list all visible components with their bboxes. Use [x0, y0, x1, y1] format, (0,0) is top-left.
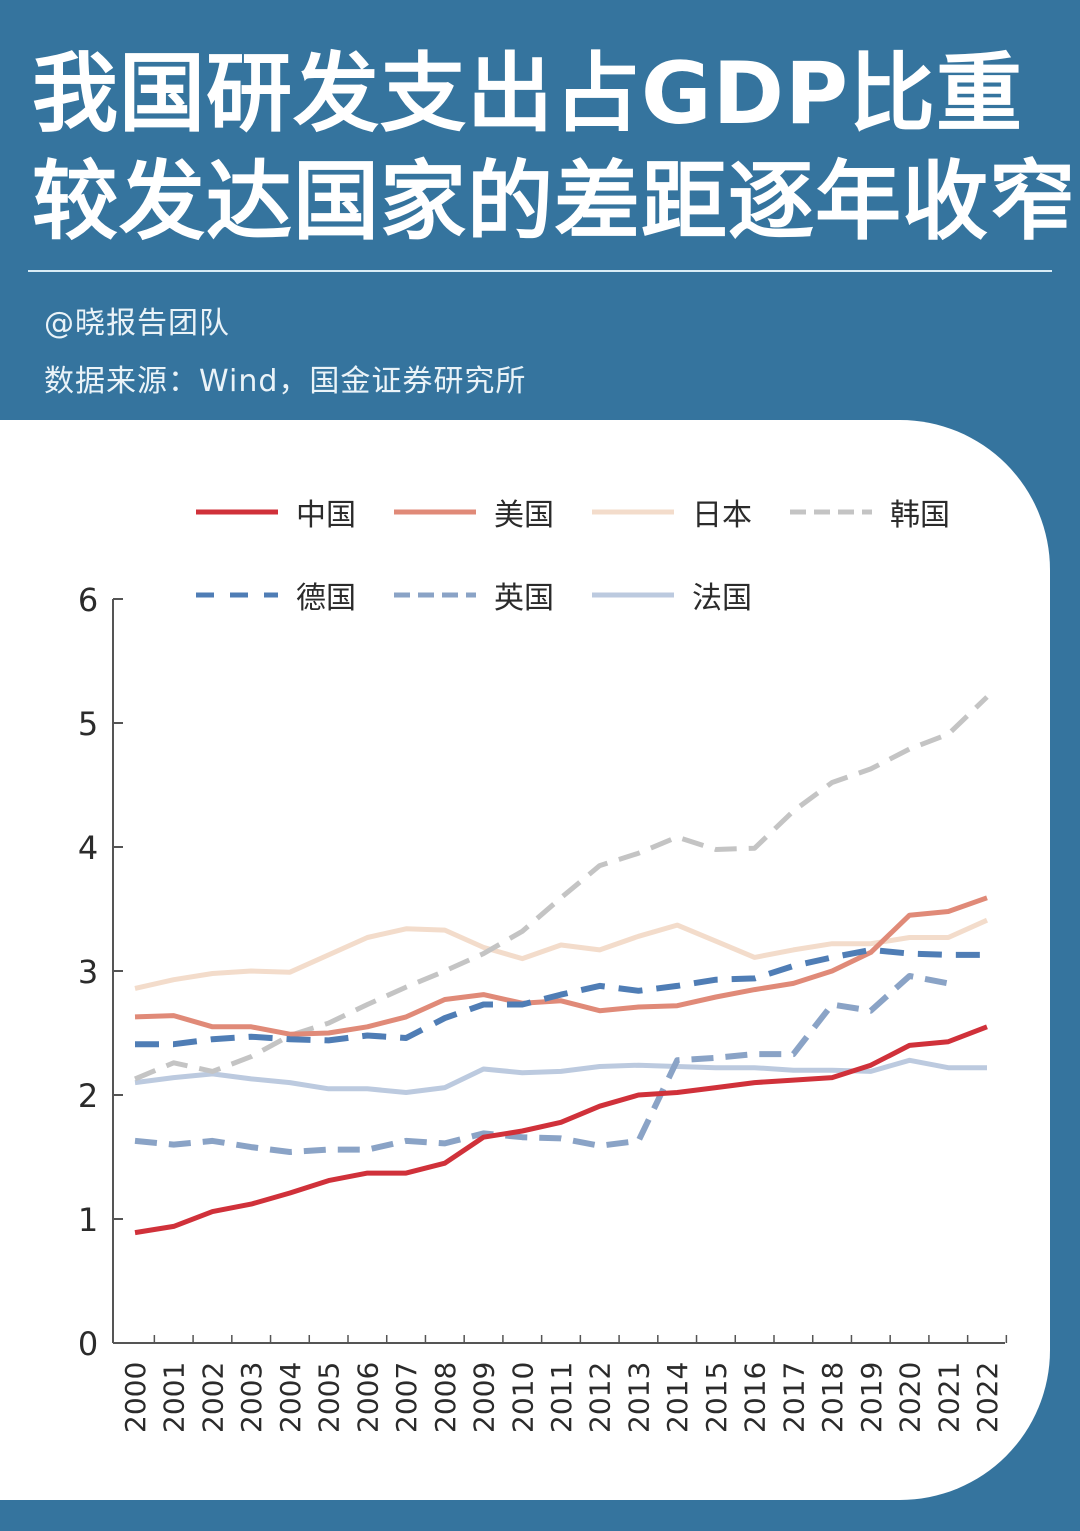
x-tick-label: 2015 — [700, 1362, 733, 1433]
series-line-france — [134, 1057, 987, 1095]
x-tick-label: 2011 — [545, 1362, 578, 1433]
series-line-germany — [135, 946, 987, 1048]
chart-card: 中国 美国 日本 韩国 德国 英国 法国 0 1 2 3 4 5 6 2000 2001 2002 2003 20… — [0, 420, 1050, 1500]
series-line-uk — [134, 973, 949, 1155]
x-tick-label: 2007 — [390, 1362, 423, 1433]
x-tick-label: 2000 — [119, 1362, 152, 1433]
x-tick-label: 2018 — [816, 1362, 849, 1433]
y-tick-label: 2 — [78, 1077, 98, 1115]
legend-swatch-icon — [394, 592, 476, 598]
legend-item-uk: 英国 — [394, 575, 554, 616]
series-line-japan — [134, 917, 989, 991]
x-tick-label: 2022 — [971, 1362, 1004, 1433]
legend-item-china: 中国 — [196, 492, 356, 533]
y-tick-label: 6 — [78, 581, 98, 619]
legend-label: 韩国 — [890, 498, 950, 533]
legend-swatch-icon — [592, 509, 674, 515]
legend-item-germany: 德国 — [196, 575, 356, 616]
legend-swatch-icon — [394, 509, 476, 515]
x-tick-label: 2001 — [158, 1362, 191, 1433]
legend-swatch-icon — [196, 592, 278, 598]
x-tick-label: 2005 — [313, 1362, 346, 1433]
legend-item-usa: 美国 — [394, 492, 554, 533]
legend-label: 美国 — [494, 498, 554, 533]
legend-label: 法国 — [692, 581, 752, 616]
x-tick-label: 2003 — [235, 1362, 268, 1433]
x-tick-label: 2010 — [506, 1362, 539, 1433]
legend-item-korea: 韩国 — [790, 492, 950, 533]
x-tick-label: 2020 — [894, 1362, 927, 1433]
legend-item-japan: 日本 — [592, 492, 752, 533]
series-line-china — [134, 1024, 988, 1236]
x-tick-label: 2009 — [468, 1362, 501, 1433]
y-tick-label: 1 — [78, 1201, 98, 1239]
legend-swatch-icon — [592, 592, 674, 598]
legend-item-france: 法国 — [592, 575, 752, 616]
series-line-korea — [134, 695, 989, 1082]
x-tick-label: 2012 — [584, 1362, 617, 1433]
x-tick-label: 2014 — [661, 1362, 694, 1433]
x-tick-label: 2016 — [739, 1362, 772, 1433]
x-tick-label: 2017 — [777, 1362, 810, 1433]
x-tick-label: 2013 — [622, 1362, 655, 1433]
author-label: @晓报告团队 — [44, 306, 230, 341]
y-tick-label: 5 — [78, 705, 98, 743]
title-line-2: 较发达国家的差距逐年收窄 — [32, 152, 1076, 252]
x-tick-label: 2019 — [855, 1362, 888, 1433]
x-tick-label: 2004 — [274, 1362, 307, 1433]
y-tick-label: 3 — [78, 953, 98, 991]
legend-label: 中国 — [296, 498, 356, 533]
series-line-usa — [134, 895, 988, 1037]
legend-label: 德国 — [296, 581, 356, 616]
legend-label: 日本 — [692, 498, 752, 533]
legend-swatch-icon — [196, 509, 278, 515]
title-divider — [28, 270, 1052, 272]
x-tick-label: 2008 — [429, 1362, 462, 1433]
x-tick-label: 2002 — [196, 1362, 229, 1433]
y-tick-label: 4 — [78, 829, 98, 867]
x-tick-label: 2021 — [932, 1362, 965, 1433]
y-tick-label: 0 — [78, 1325, 98, 1363]
source-label: 数据来源：Wind，国金证券研究所 — [44, 364, 527, 399]
title-line-1: 我国研发支出占GDP比重 — [32, 44, 1024, 144]
legend-swatch-icon — [790, 509, 872, 515]
legend-label: 英国 — [494, 581, 554, 616]
x-tick-label: 2006 — [351, 1362, 384, 1433]
page-title: 我国研发支出占GDP比重 较发达国家的差距逐年收窄 — [32, 40, 1076, 256]
